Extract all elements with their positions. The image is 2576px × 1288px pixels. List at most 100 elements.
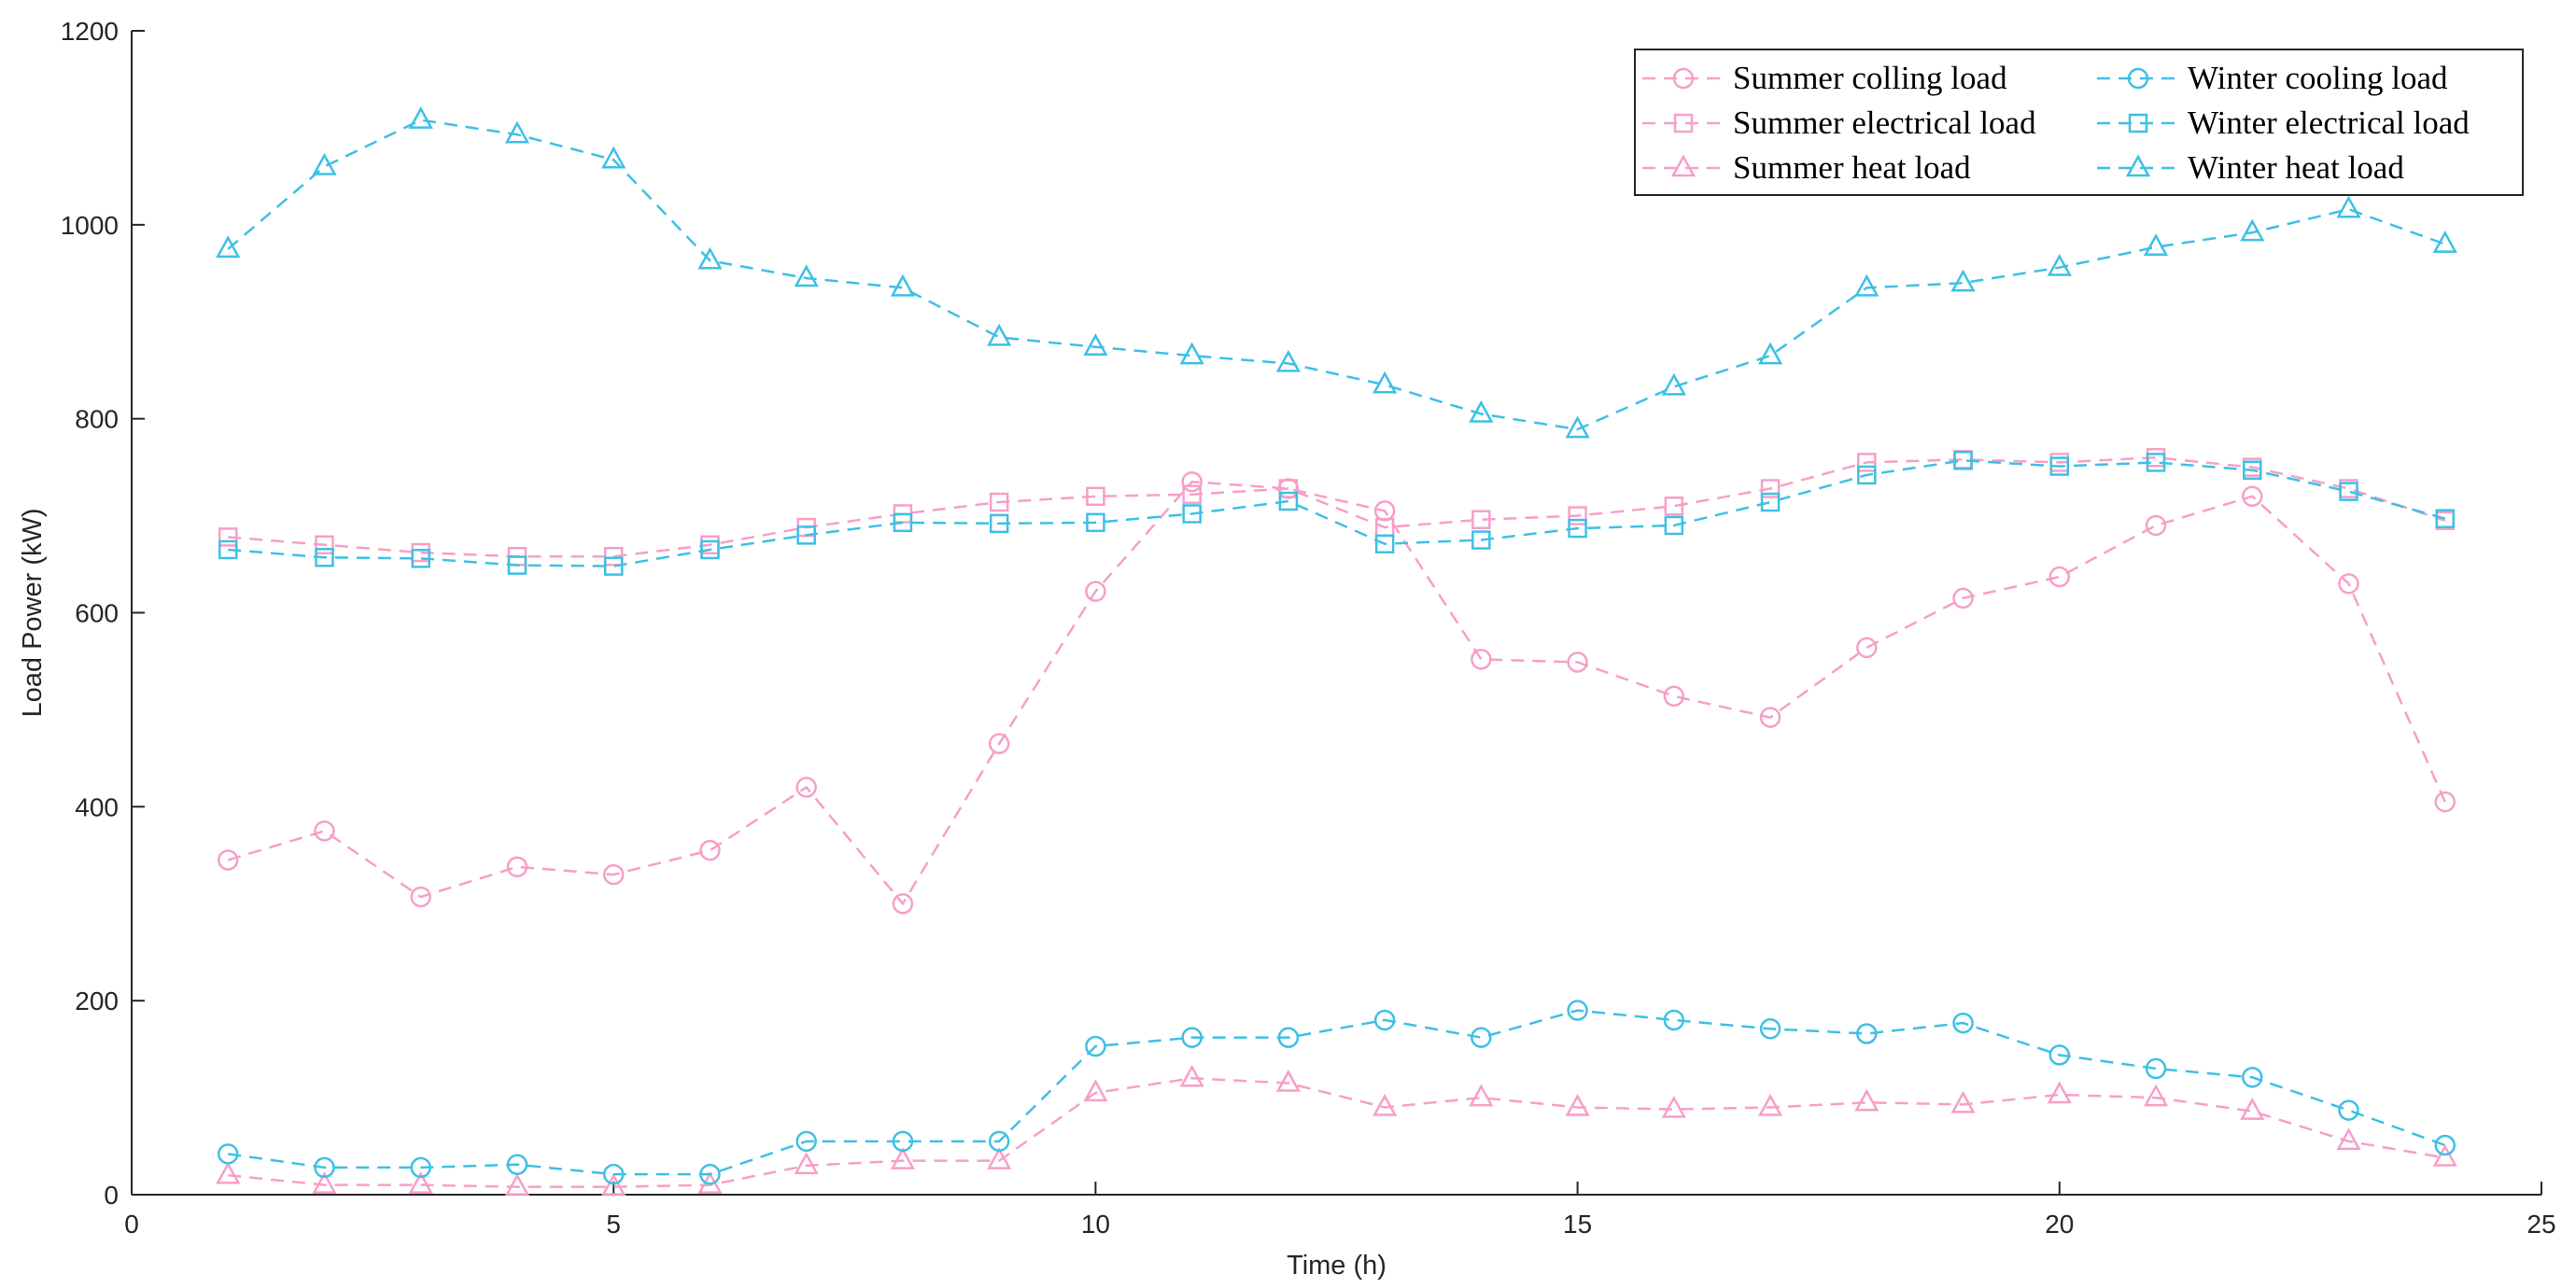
data-point-circle (410, 886, 431, 908)
data-point-square (603, 556, 624, 576)
series-layer (216, 106, 2457, 1196)
data-point-square (893, 512, 913, 533)
legend-item: Summer heat load (1642, 149, 1971, 186)
data-point-triangle (2143, 1084, 2169, 1107)
data-point-circle (1181, 1027, 1203, 1048)
data-point-triangle (1661, 372, 1686, 396)
x-tick-label: 10 (1081, 1210, 1110, 1239)
data-point-circle (988, 1130, 1010, 1153)
x-tick-label: 20 (2045, 1210, 2074, 1239)
legend-label: Summer heat load (1733, 149, 1971, 186)
legend-item: Winter heat load (2097, 149, 2404, 186)
data-point-square (1664, 496, 1684, 516)
y-tick-label: 0 (104, 1181, 119, 1210)
data-point-circle (1373, 1009, 1396, 1031)
data-point-triangle (504, 120, 530, 144)
legend-label: Summer electrical load (1733, 105, 2036, 141)
data-point-triangle (1179, 1064, 1204, 1087)
data-point-circle (892, 893, 914, 915)
data-point-circle (2242, 1067, 2263, 1088)
legend-label: Winter electrical load (2188, 105, 2470, 141)
data-point-circle (1181, 470, 1203, 493)
data-point-circle (1759, 707, 1781, 728)
data-point-circle (1085, 581, 1106, 602)
data-point-circle (1471, 649, 1492, 670)
data-point-triangle (1565, 415, 1590, 439)
series-line (228, 459, 2446, 567)
data-point-triangle (312, 152, 337, 175)
data-point-triangle (1757, 1093, 1783, 1116)
data-point-square (989, 513, 1009, 534)
legend-marker (1672, 67, 1695, 90)
data-point-square (603, 546, 624, 567)
data-point-square (1182, 484, 1202, 504)
data-point-triangle (1469, 1084, 1494, 1107)
data-point-square (1760, 479, 1781, 498)
data-point-triangle (987, 323, 1012, 346)
series-winter-electrical-load (218, 451, 2456, 576)
series-summer-electrical-load (218, 447, 2456, 567)
legend-marker (2128, 113, 2148, 133)
data-point-circle (2242, 485, 2263, 508)
data-point-circle (1952, 587, 1974, 609)
data-point-triangle (2336, 1127, 2361, 1151)
data-point-circle (795, 777, 817, 798)
data-point-circle (217, 849, 239, 871)
data-point-circle (2048, 566, 2071, 588)
legend-label: Winter heat load (2188, 149, 2404, 186)
data-point-circle (217, 1143, 239, 1165)
data-point-square (1471, 510, 1491, 529)
data-point-circle (892, 1130, 914, 1153)
data-point-circle (602, 1163, 625, 1185)
data-point-triangle (1565, 1093, 1590, 1116)
data-point-square (218, 527, 238, 547)
data-point-circle (2048, 1044, 2071, 1066)
data-point-triangle (2047, 253, 2072, 276)
data-point-triangle (1372, 1093, 1398, 1116)
x-tick-label: 25 (2527, 1210, 2555, 1239)
data-point-triangle (1179, 342, 1204, 365)
data-point-triangle (601, 1173, 626, 1196)
series-line (228, 1077, 2445, 1188)
data-point-square (2243, 460, 2262, 480)
legend-item: Winter electrical load (2097, 105, 2470, 141)
y-tick-label: 1000 (61, 211, 119, 240)
data-point-triangle (1083, 1079, 1108, 1102)
data-point-circle (2145, 1057, 2167, 1080)
data-point-square (1857, 453, 1877, 472)
data-point-triangle (697, 246, 723, 270)
data-point-circle (1663, 685, 1685, 707)
x-tick-label: 15 (1563, 1210, 1592, 1239)
data-point-circle (1856, 1023, 1878, 1044)
data-point-triangle (216, 235, 241, 259)
data-point-triangle (2336, 195, 2361, 218)
data-point-square (1086, 512, 1105, 533)
data-point-square (1857, 465, 1877, 485)
x-tick-label: 0 (124, 1210, 139, 1239)
data-point-circle (602, 863, 625, 886)
data-point-triangle (601, 146, 626, 169)
legend-marker (1673, 113, 1694, 133)
data-point-triangle (312, 1171, 337, 1194)
data-point-circle (314, 820, 335, 842)
data-point-circle (2338, 1099, 2359, 1121)
data-point-triangle (794, 1152, 819, 1175)
data-point-square (1760, 492, 1781, 512)
data-point-square (1471, 530, 1491, 550)
series-summer-colling-load (217, 470, 2456, 915)
data-point-circle (2434, 1134, 2456, 1156)
data-point-triangle (1854, 1088, 1879, 1112)
legend-marker (1670, 154, 1696, 177)
legend-marker (2127, 67, 2149, 90)
data-point-triangle (987, 1147, 1012, 1169)
data-point-circle (506, 1154, 528, 1176)
data-point-square (1278, 479, 1299, 498)
data-point-triangle (1854, 273, 1879, 297)
data-point-triangle (2047, 1081, 2072, 1104)
data-point-circle (699, 839, 721, 861)
x-tick-label: 5 (606, 1210, 621, 1239)
data-point-square (1374, 534, 1395, 553)
data-point-circle (1952, 1012, 1974, 1034)
axes: 0 5 10 15 20 25 0 200 400 600 800 1000 1200 Time (h) L… (18, 17, 2556, 1281)
y-tick-label: 600 (75, 599, 119, 628)
